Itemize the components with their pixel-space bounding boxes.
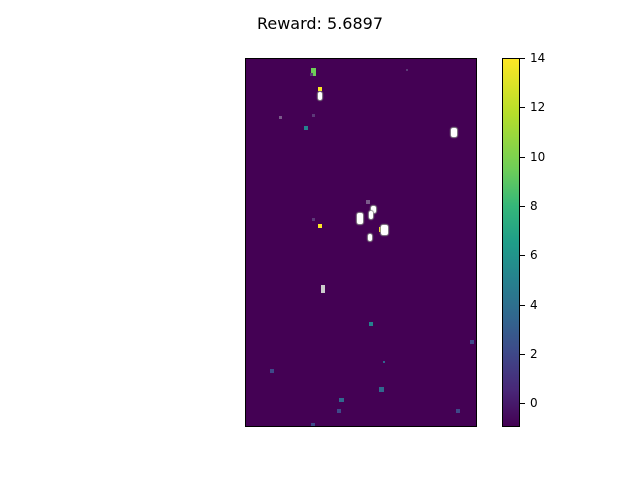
colorbar-tick — [520, 305, 525, 306]
colorbar-tick-label: 6 — [530, 248, 538, 262]
colorbar-tick-label: 0 — [530, 396, 538, 410]
colorbar-tick — [520, 206, 525, 207]
grid-cell — [279, 116, 282, 119]
grid-cell — [383, 361, 385, 363]
grid-cell — [368, 234, 372, 241]
grid-cell — [312, 218, 315, 221]
reward-title: Reward: 5.6897 — [256, 14, 384, 33]
grid-cell — [379, 387, 384, 392]
colorbar-tick — [520, 58, 525, 59]
grid-cell — [321, 285, 325, 293]
grid-cell — [311, 68, 316, 76]
grid-cell — [406, 69, 408, 71]
grid-cell — [339, 398, 344, 402]
grid-cell — [381, 225, 388, 235]
grid-cell — [318, 87, 322, 91]
grid-cell — [456, 409, 460, 413]
colorbar-tick-label: 14 — [530, 51, 546, 65]
grid-cell — [470, 340, 474, 344]
grid-cell — [451, 128, 457, 137]
grid-cell — [369, 322, 373, 326]
grid-cell — [337, 409, 341, 413]
grid-cell — [318, 224, 322, 228]
colorbar — [502, 58, 520, 427]
grid-cell — [270, 369, 274, 373]
colorbar-tick-label: 10 — [530, 150, 546, 164]
grid-cell — [371, 206, 376, 213]
colorbar-tick-label: 2 — [530, 347, 538, 361]
grid-cell — [310, 73, 313, 76]
colorbar-tick — [520, 107, 525, 108]
colorbar-tick — [520, 255, 525, 256]
game-grid-map — [245, 58, 477, 427]
colorbar-tick-label: 8 — [530, 199, 538, 213]
colorbar-tick-label: 12 — [530, 100, 546, 114]
colorbar-tick — [520, 403, 525, 404]
colorbar-tick-label: 4 — [530, 298, 538, 312]
grid-cell — [379, 227, 382, 232]
grid-cell — [357, 213, 363, 224]
grid-cell — [304, 126, 308, 130]
grid-cell — [369, 211, 373, 219]
colorbar-tick — [520, 354, 525, 355]
grid-cell — [312, 114, 315, 117]
colorbar-tick — [520, 157, 525, 158]
grid-cell — [366, 200, 370, 204]
grid-cell — [318, 92, 322, 100]
grid-cell — [311, 423, 315, 426]
